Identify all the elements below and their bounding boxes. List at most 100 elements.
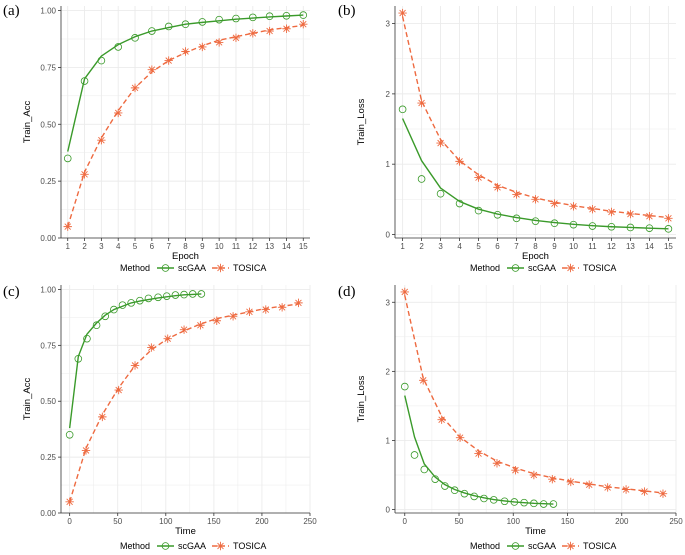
series-line-TOSICA [68,303,299,503]
data-point [603,483,612,492]
x-tick-label: 50 [113,517,122,526]
x-tick-label: 7 [166,242,171,251]
y-axis-title: Train_Loss [356,375,367,422]
x-tick-label: 150 [207,517,221,526]
data-point [548,474,557,484]
gridlines [61,6,310,239]
x-axis-title: Epoch [522,251,549,262]
x-tick-label: 7 [514,242,519,251]
x-axis-title: Time [175,526,196,537]
data-point [512,190,521,199]
data-point [530,499,538,508]
data-point [130,83,140,93]
gridlines [61,285,311,514]
data-point [232,14,240,23]
data-point [539,500,548,508]
data-point [282,11,291,20]
data-point [294,298,303,308]
legend-key-marker [566,541,575,551]
data-point [81,446,91,455]
data-point [198,18,207,26]
data-point [114,43,123,51]
legend-label: TOSICA [583,541,616,551]
y-tick-label: 0.75 [40,341,56,350]
data-point [492,459,502,468]
series-scGAA [65,290,206,439]
data-point [162,292,171,300]
data-point [127,299,135,307]
data-point [92,321,101,330]
data-point [410,451,419,459]
panel-d: (d) 0 1 2 3 0 50 100 150 200 250 Time Train_Loss Meth… [338,284,683,551]
x-tick-label: 150 [561,517,575,526]
data-point [585,480,594,489]
data-point [65,497,74,507]
data-point [450,486,459,495]
data-point [196,321,205,330]
data-point [436,138,445,148]
legend-label: scGAA [178,541,206,551]
data-point [214,38,224,47]
data-point [147,65,157,74]
y-tick-label: 0 [386,506,391,515]
data-point [181,20,190,28]
y-tick-label: 0.50 [40,120,56,129]
y-tick-label: 0.50 [40,397,56,406]
data-point [500,497,509,506]
x-tick-label: 6 [495,242,500,251]
series-line-scGAA [67,14,304,152]
data-point [417,175,426,183]
x-tick-label: 100 [159,517,173,526]
x-tick-label: 1 [400,242,405,251]
data-point [550,199,559,208]
data-point [645,212,654,221]
series-TOSICA [65,298,303,507]
data-point [437,415,446,424]
data-point [63,222,72,231]
data-point [299,11,308,19]
legend-key-marker [216,263,225,273]
series-scGAA [400,382,558,508]
legend: Method scGAA TOSICA [120,263,266,273]
legend-title: Method [120,263,150,273]
legend-label: TOSICA [233,263,266,273]
series-TOSICA [63,20,308,231]
data-point [197,290,206,298]
y-tick-label: 1 [386,160,391,169]
data-point [569,202,578,211]
data-point [180,290,188,299]
data-point [474,449,483,458]
x-tick-label: 15 [664,242,673,251]
x-tick-label: 0 [67,517,72,526]
x-tick-label: 200 [255,517,269,526]
data-point [188,290,197,298]
x-tick-label: 4 [116,242,121,251]
gridlines [395,285,677,513]
x-tick-label: 15 [299,242,308,251]
x-tick-label: 9 [200,242,205,251]
data-point [658,489,668,498]
y-tick-label: 0.00 [40,509,56,518]
x-tick-label: 8 [183,242,188,251]
data-point [431,475,439,483]
legend: Method scGAA TOSICA [120,541,266,551]
data-point [245,307,254,317]
legend-title: Method [120,541,150,551]
y-tick-label: 0.75 [40,63,56,72]
legend-key-marker [511,264,520,272]
x-tick-label: 10 [215,242,224,251]
data-point [569,220,578,229]
data-point [489,496,498,504]
data-point [83,334,91,343]
series-line-scGAA [401,118,669,230]
legend-key-marker [161,264,170,272]
data-point [550,219,559,228]
series-TOSICA [400,287,668,498]
x-tick-label: 13 [626,242,635,251]
data-point [110,305,118,314]
legend: Method scGAA TOSICA [470,541,616,551]
x-tick-label: 5 [133,242,138,251]
x-tick-label: 13 [265,242,274,251]
data-point [419,376,428,385]
